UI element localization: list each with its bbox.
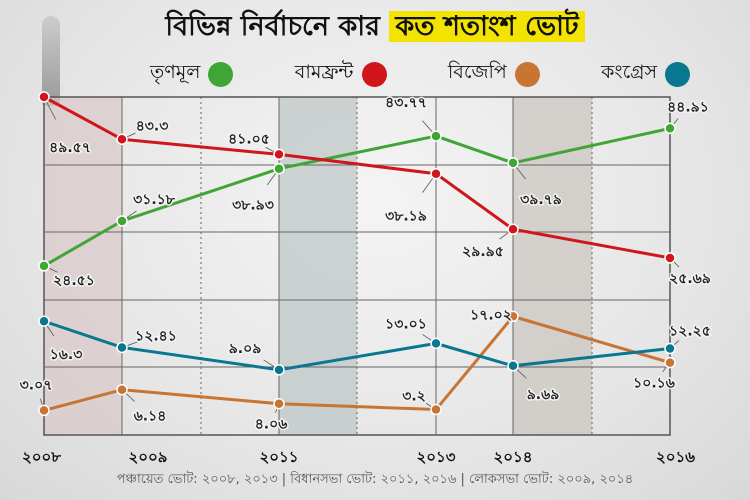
data-label: ৯.৬৯ — [527, 387, 560, 403]
x-tick-label: ২০১৩ — [417, 448, 456, 466]
data-point — [273, 148, 285, 161]
data-label: ৩৮.১৯ — [385, 209, 427, 225]
data-point — [507, 360, 519, 372]
data-point — [116, 133, 128, 146]
data-label: ৩১.১৮ — [133, 192, 176, 208]
legend-item-left-front: বামফ্রন্ট — [295, 58, 387, 90]
background-photo-panel — [44, 97, 122, 435]
x-tick-label: ২০০৮ — [22, 448, 61, 466]
data-point — [430, 337, 442, 350]
series-line — [43, 319, 671, 372]
data-label: ৩.০৭ — [20, 377, 53, 393]
data-label: ২৪.৫১ — [53, 273, 95, 289]
data-point — [507, 223, 519, 235]
x-tick-label: ২০১৪ — [494, 448, 533, 466]
data-label: ১২.২৫ — [669, 324, 711, 340]
series-line — [43, 95, 671, 260]
data-point — [430, 130, 442, 142]
inked-finger-icon — [42, 16, 60, 106]
chart-title: বিভিন্ন নির্বাচনে কার কত শতাংশ ভোট — [0, 6, 750, 51]
data-point — [116, 383, 128, 396]
data-label: ৪৯.৫৭ — [49, 140, 91, 156]
legend-item-bjp: বিজেপি — [448, 58, 540, 90]
data-label: ৩.২ — [402, 389, 426, 405]
data-point — [430, 167, 442, 180]
footer-note: পঞ্চায়েত ভোট: ২০০৮, ২০১৩ | বিধানসভা ভোট… — [116, 472, 634, 487]
legend-swatch — [514, 61, 540, 87]
data-label: ১০.১৬ — [633, 376, 675, 392]
data-label: ৩৯.৭৯ — [520, 192, 562, 208]
legend-swatch — [665, 61, 690, 87]
x-tick-label: ২০০৯ — [129, 448, 168, 466]
data-point — [664, 252, 676, 264]
data-point — [38, 260, 50, 272]
x-tick-label: ২০১১ — [260, 448, 299, 466]
data-label: ৪৪.৯১ — [667, 99, 709, 115]
legend-swatch — [361, 61, 387, 87]
title-main: বিভিন্ন নির্বাচনে কার — [165, 11, 380, 42]
data-point — [430, 403, 442, 416]
data-point — [273, 397, 285, 410]
data-label: ১৬.৩ — [50, 347, 83, 363]
legend-item-tmc: তৃণমূল — [150, 58, 234, 90]
legend-swatch — [208, 61, 234, 87]
series-line — [43, 314, 671, 412]
legend-label: বিজেপি — [447, 61, 507, 83]
background-photo-panel — [279, 97, 357, 435]
series-line — [43, 126, 671, 268]
legend-item-congress: কংগ্রেস — [601, 58, 690, 90]
data-label: ৪৩.৭৭ — [385, 95, 427, 111]
title-highlight: কত শতাংশ ভোট — [389, 11, 585, 42]
legend-label: কংগ্রেস — [601, 61, 657, 83]
legend: তৃণমূল বামফ্রন্ট বিজেপি কংগ্রেস — [150, 58, 690, 90]
data-label: ২৯.৯৫ — [462, 244, 504, 260]
legend-label: বামফ্রন্ট — [294, 61, 354, 83]
data-point — [116, 215, 128, 227]
data-point — [507, 310, 519, 323]
data-point — [507, 157, 519, 169]
data-point — [38, 404, 50, 417]
data-label: ২৫.৬৯ — [669, 271, 711, 287]
data-point — [38, 91, 50, 103]
data-label: ১৭.০২ — [470, 307, 512, 323]
data-label: ১৩.০১ — [385, 316, 427, 332]
data-label: ৬.১৪ — [134, 409, 167, 425]
data-label: ৪৩.৩ — [136, 118, 169, 134]
x-tick-label: ২০১৬ — [656, 448, 695, 466]
data-point — [273, 162, 285, 175]
data-point — [116, 341, 128, 354]
data-label: ৪১.০৫ — [228, 131, 270, 147]
data-point — [273, 364, 285, 376]
data-point — [38, 315, 50, 327]
data-label: ৯.০৯ — [229, 341, 262, 357]
legend-label: তৃণমূল — [150, 61, 201, 83]
data-point — [664, 342, 676, 355]
data-label: ৩৮.৯৩ — [232, 198, 274, 214]
data-point — [664, 122, 676, 135]
data-point — [664, 356, 676, 369]
data-label: ১২.৪১ — [135, 328, 177, 344]
data-label: ৪.০৬ — [255, 417, 288, 433]
